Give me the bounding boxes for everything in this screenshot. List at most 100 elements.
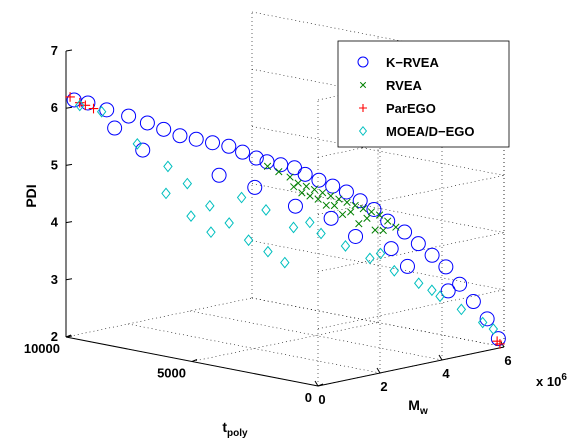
data-point [235,144,251,160]
data-point [314,195,322,203]
grid-line-z [251,240,505,291]
x-tick [191,359,198,362]
y-axis-label: Mw [408,397,428,417]
data-point [389,264,400,277]
data-point [211,167,227,183]
data-point [392,223,400,231]
data-point [427,284,437,297]
z-tick [65,49,73,52]
y-axis-label-sub: w [419,406,428,417]
data-point [456,303,467,316]
y-tick [376,367,381,374]
data-point [74,97,85,108]
data-point [156,121,172,137]
data-point [495,339,505,349]
data-point [399,258,415,274]
z-tick-label: 5 [51,157,58,172]
data-point [343,198,351,206]
data-point [263,245,273,258]
data-point [206,226,216,239]
legend: K−RVEA RVEA ParEGO MOEA/D−EGO [337,40,510,148]
x-tick-label: 10000 [24,341,60,356]
points-layer [65,92,506,349]
legend-item: RVEA [359,78,422,93]
z-tick [65,221,73,224]
grid-line-x [191,322,379,362]
data-point [121,108,137,124]
x-axis-label-sub: poly [227,428,248,439]
z-tick-label: 6 [51,100,58,115]
data-point [477,316,488,329]
data-point [66,92,82,108]
y-tick-label: 6 [504,353,511,368]
grid-line-z [317,175,505,215]
grid-line-y [127,323,381,374]
data-point [261,204,271,216]
data-point [355,220,363,228]
data-point [492,336,502,346]
x-tick [317,383,324,387]
data-point [186,210,196,223]
x-tick-label: 0 [305,390,312,405]
data-point [221,138,237,154]
z-axis-label: PDI [23,184,39,207]
grid-line-z [317,289,505,330]
data-point [80,100,91,111]
y-axis-label-main: M [408,397,420,413]
data-point [384,217,392,225]
data-point [435,290,445,303]
y-axis-multiplier-exp: 6 [561,372,567,383]
data-point [306,192,314,200]
data-point [452,276,468,292]
legend-marker [359,81,367,89]
z-tick-label: 3 [51,272,58,287]
data-point [424,247,440,263]
data-point [88,103,99,114]
data-point [325,178,341,194]
data-point [380,213,396,229]
data-point [310,185,319,194]
data-point [161,187,171,200]
data-point [340,240,351,252]
data-point [359,205,367,213]
legend-item: K−RVEA [357,55,439,70]
data-point [224,217,234,229]
data-point [205,199,215,212]
data-point [330,201,339,210]
data-point [248,150,264,166]
z-tick [65,163,73,166]
data-point [182,177,193,190]
data-point [139,115,155,131]
x-tick [65,334,72,338]
data-point [367,208,376,216]
data-point [440,283,456,299]
data-point [327,192,335,200]
data-point [335,195,343,203]
data-point [163,160,173,173]
data-point [465,294,481,310]
axis-titles: PDI tpoly Mw x 106 [23,184,567,439]
y-tick-label: 0 [318,392,325,407]
data-point [323,210,339,226]
y-axis-line [317,346,505,387]
data-point [107,120,123,136]
data-point [410,236,426,252]
data-point [298,189,306,197]
y-tick [438,354,443,361]
data-point [275,168,283,176]
legend-marker [359,104,367,112]
data-point [438,259,454,275]
data-point [371,226,379,234]
data-point [488,323,499,335]
data-point [286,173,294,181]
data-point [280,256,290,269]
legend-label: ParEGO [386,101,436,116]
y-axis-multiplier-base: x 10 [536,374,561,389]
legend-item: MOEA/D−EGO [358,124,475,139]
data-point [236,191,247,204]
series-3 [75,99,499,335]
data-point [75,99,85,112]
z-tick-label: 7 [51,43,58,58]
data-point [205,135,221,151]
x-axis-label-main: t [222,419,227,435]
